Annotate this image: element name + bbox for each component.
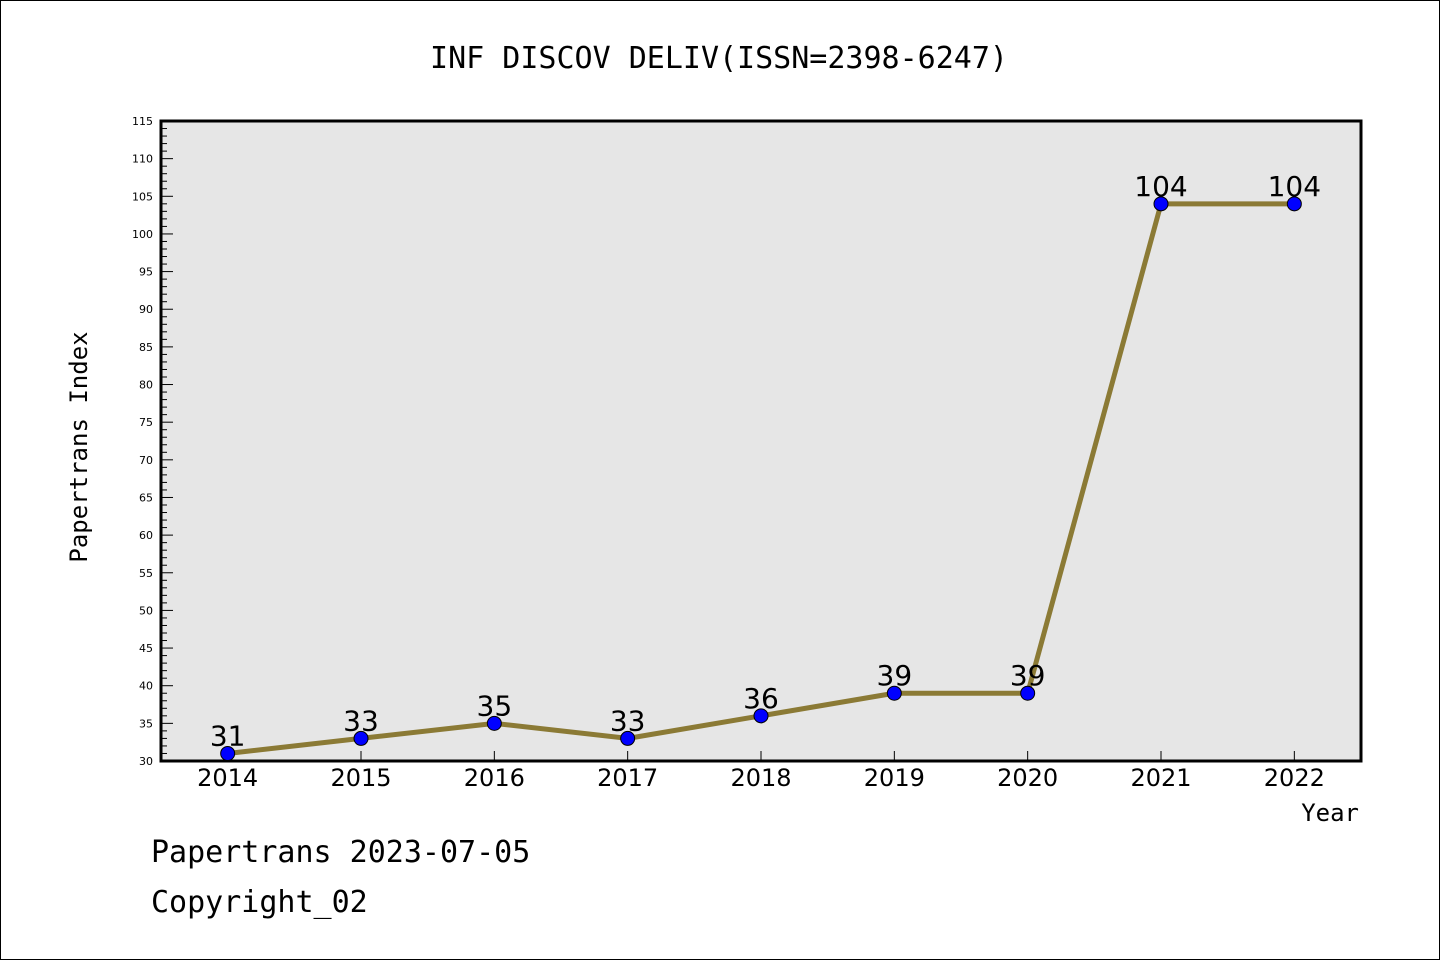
y-tick-label: 105: [132, 190, 153, 203]
data-label: 39: [1010, 659, 1046, 692]
data-point: [1153, 196, 1169, 212]
y-tick-label: 35: [139, 717, 153, 730]
footer-copyright: Copyright_02: [151, 885, 368, 920]
data-point: [1020, 685, 1036, 701]
x-tick-label: 2016: [464, 764, 525, 792]
data-label: 33: [610, 704, 646, 737]
data-point: [486, 715, 502, 731]
y-tick-label: 55: [139, 567, 153, 580]
y-tick-label: 75: [139, 416, 153, 429]
y-tick-label: 60: [139, 529, 153, 542]
data-point: [353, 730, 369, 746]
x-tick-label: 2019: [864, 764, 925, 792]
y-tick-label: 80: [139, 379, 153, 392]
x-tick-label: 2017: [597, 764, 658, 792]
data-label: 39: [877, 659, 913, 692]
x-tick-label: 2015: [330, 764, 391, 792]
series-layer: [220, 196, 1302, 761]
data-label: 31: [210, 719, 246, 752]
chart-title: INF DISCOV DELIV(ISSN=2398-6247): [430, 41, 1008, 76]
plot-area: [159, 119, 1363, 763]
data-label: 104: [1134, 170, 1187, 203]
data-point: [220, 745, 236, 761]
footer-date: Papertrans 2023-07-05: [151, 835, 531, 870]
x-tick-label: 2021: [1130, 764, 1191, 792]
data-label: 35: [477, 689, 513, 722]
y-tick-label: 45: [139, 642, 153, 655]
data-label: 33: [343, 704, 379, 737]
y-tick-label: 85: [139, 341, 153, 354]
y-tick-label: 100: [132, 228, 153, 241]
data-point: [620, 730, 636, 746]
y-axis-label: Papertrans Index: [65, 331, 93, 562]
y-tick-label: 40: [139, 680, 153, 693]
y-tick-label: 115: [132, 115, 153, 128]
x-tick-label: 2022: [1264, 764, 1325, 792]
x-tick-label: 2018: [730, 764, 791, 792]
x-axis-ticks: 2014 2015 2016 2017 2018 2019 2020 2021 2022: [197, 751, 1325, 792]
data-labels: 31 33 35 33 36 39 39 104 104: [210, 170, 1321, 753]
y-tick-label: 90: [139, 303, 153, 316]
data-point: [886, 685, 902, 701]
x-tick-label: 2014: [197, 764, 258, 792]
y-tick-label: 70: [139, 454, 153, 467]
y-tick-label: 95: [139, 266, 153, 279]
x-axis-label: Year: [1301, 799, 1359, 827]
y-axis-ticks: 30 35 40 45 50 55 60 65 70 75 80 85 90 95 100 105 110 115: [132, 115, 173, 768]
y-tick-label: 30: [139, 755, 153, 768]
y-tick-label: 65: [139, 491, 153, 504]
data-point: [1286, 196, 1302, 212]
data-point: [753, 708, 769, 724]
y-tick-label: 110: [132, 153, 153, 166]
y-tick-label: 50: [139, 604, 153, 617]
data-label: 104: [1268, 170, 1321, 203]
x-tick-label: 2020: [997, 764, 1058, 792]
data-label: 36: [743, 682, 779, 715]
